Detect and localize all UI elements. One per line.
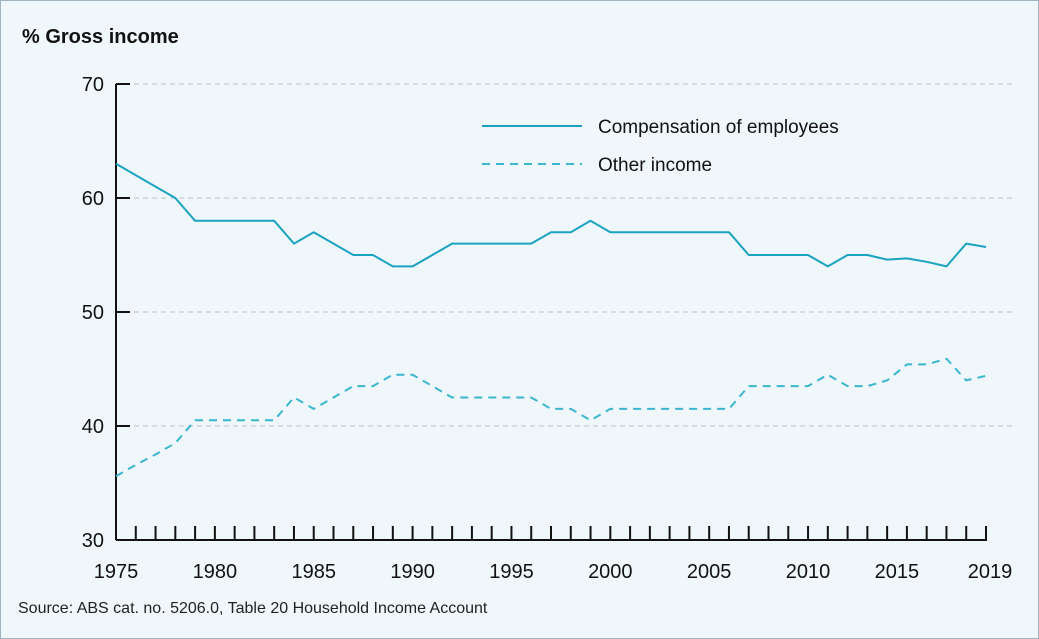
x-tick-label: 1985 — [291, 561, 336, 583]
series-line-compensation-of-employees — [115, 162, 987, 268]
y-tick-label: 30 — [82, 530, 104, 552]
legend-label: Other income — [598, 155, 712, 176]
y-tick-label: 70 — [82, 74, 104, 96]
x-tick-label: 2019 — [968, 561, 1013, 583]
x-tick-label: 2010 — [786, 561, 831, 583]
x-tick-label: 2005 — [687, 561, 732, 583]
x-tick-label: 2015 — [875, 561, 920, 583]
y-tick-label: 50 — [82, 302, 104, 324]
x-tick-label: 1990 — [390, 561, 435, 583]
y-tick-label: 60 — [82, 188, 104, 210]
x-tick-label: 1980 — [193, 561, 238, 583]
x-tick-label: 1975 — [94, 561, 139, 583]
y-axis-label: % Gross income — [22, 26, 179, 48]
x-tick-label: 2000 — [588, 561, 633, 583]
source-note: Source: ABS cat. no. 5206.0, Table 20 Ho… — [18, 600, 488, 617]
series-line-other-income — [115, 357, 987, 478]
x-tick-label: 1995 — [489, 561, 534, 583]
legend-label: Compensation of employees — [598, 117, 839, 138]
y-tick-label: 40 — [82, 416, 104, 438]
